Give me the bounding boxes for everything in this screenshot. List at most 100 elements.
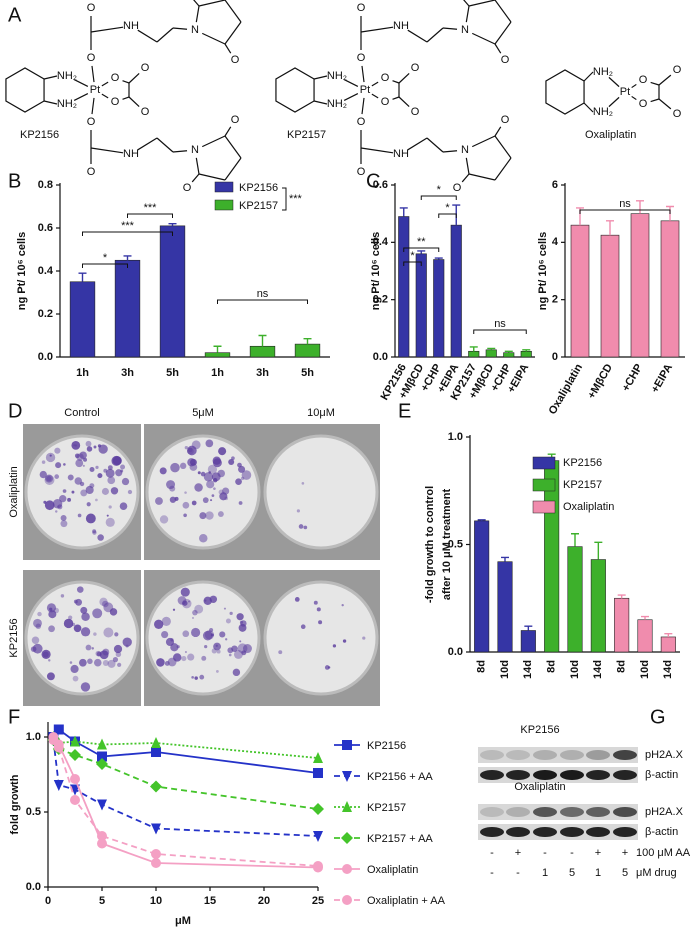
bond — [172, 150, 188, 153]
colony — [80, 682, 91, 692]
y-tick-label: 0.0 — [373, 351, 388, 363]
significance-bracket — [473, 329, 527, 334]
colony — [301, 482, 305, 485]
atom-label: O — [357, 116, 366, 128]
colony — [212, 456, 221, 465]
bond — [73, 93, 89, 101]
colony — [184, 491, 187, 494]
error-bar — [477, 519, 486, 521]
condition-mark: + — [622, 847, 628, 859]
condition-mark: - — [543, 847, 547, 859]
colony — [170, 638, 174, 642]
colony — [209, 628, 214, 633]
colony — [102, 648, 110, 656]
colony — [111, 455, 122, 466]
significance-label: *** — [289, 193, 303, 205]
marker — [151, 737, 161, 748]
colony — [80, 489, 88, 497]
band — [560, 827, 584, 837]
bond — [43, 75, 58, 80]
colony — [229, 611, 233, 616]
colony — [191, 500, 197, 506]
colony — [95, 465, 99, 470]
significance-bracket — [82, 231, 173, 236]
colony — [156, 658, 165, 667]
colony — [240, 476, 245, 481]
colony — [92, 529, 97, 534]
colony — [235, 478, 242, 486]
colony — [179, 462, 187, 470]
marker — [313, 752, 323, 763]
bond — [407, 137, 428, 151]
bond — [198, 173, 226, 181]
significance-bracket — [82, 263, 128, 268]
colony — [181, 655, 187, 662]
colony — [68, 615, 73, 620]
bond — [608, 76, 620, 88]
colony — [215, 670, 219, 673]
colony — [159, 515, 169, 524]
bond — [398, 96, 410, 107]
colony — [184, 651, 187, 654]
y-tick-label: 0.0 — [38, 351, 53, 363]
well — [263, 434, 379, 550]
colony — [71, 490, 75, 494]
line — [52, 739, 319, 810]
panel-label: G — [650, 706, 666, 728]
colony — [172, 608, 176, 611]
bar — [637, 619, 653, 653]
colony — [44, 500, 55, 511]
band — [533, 807, 557, 817]
colony — [76, 586, 84, 593]
colony — [303, 525, 308, 530]
colony — [167, 657, 177, 667]
y-tick-label: 0.8 — [38, 179, 53, 191]
marker — [97, 751, 107, 762]
colony — [213, 487, 216, 490]
colony — [278, 650, 283, 655]
y-tick-label: 2 — [552, 294, 558, 306]
colony — [76, 453, 84, 461]
x-tick-label: +EIPA — [649, 362, 675, 395]
colony — [105, 517, 115, 527]
bond — [658, 98, 672, 110]
colony — [240, 620, 247, 627]
marker — [70, 735, 80, 747]
colony — [294, 597, 300, 602]
colony — [74, 453, 80, 459]
atom-label: O — [673, 64, 682, 76]
colony — [216, 649, 221, 654]
colony — [79, 481, 85, 487]
bond — [201, 135, 226, 148]
colony — [82, 464, 85, 467]
colony — [332, 644, 337, 648]
bar — [590, 559, 606, 653]
bond — [465, 5, 470, 23]
band — [586, 750, 610, 760]
colony — [188, 447, 193, 453]
colony — [69, 661, 73, 664]
blot-title: Oxaliplatin — [514, 781, 565, 793]
atom-label: N — [461, 144, 469, 156]
colony — [183, 513, 187, 518]
colony — [45, 474, 54, 483]
legend-label: KP2157 — [563, 479, 602, 491]
colony — [85, 440, 92, 447]
x-tick-label: 8d — [546, 660, 558, 673]
colony — [54, 447, 61, 454]
colony — [223, 607, 226, 610]
x-tick-label: 1h — [76, 367, 89, 379]
panel-label: F — [8, 706, 20, 728]
legend-label: KP2157 — [239, 200, 278, 212]
bar — [450, 224, 462, 358]
error-bar — [571, 533, 579, 547]
colony — [169, 485, 176, 492]
bond — [201, 32, 226, 45]
atom-label: O — [381, 96, 390, 108]
bond — [442, 150, 458, 153]
colony — [114, 632, 119, 637]
band — [613, 770, 637, 780]
x-tick-label: 10d — [569, 660, 581, 679]
error-bar — [641, 615, 649, 620]
colony — [45, 452, 56, 463]
